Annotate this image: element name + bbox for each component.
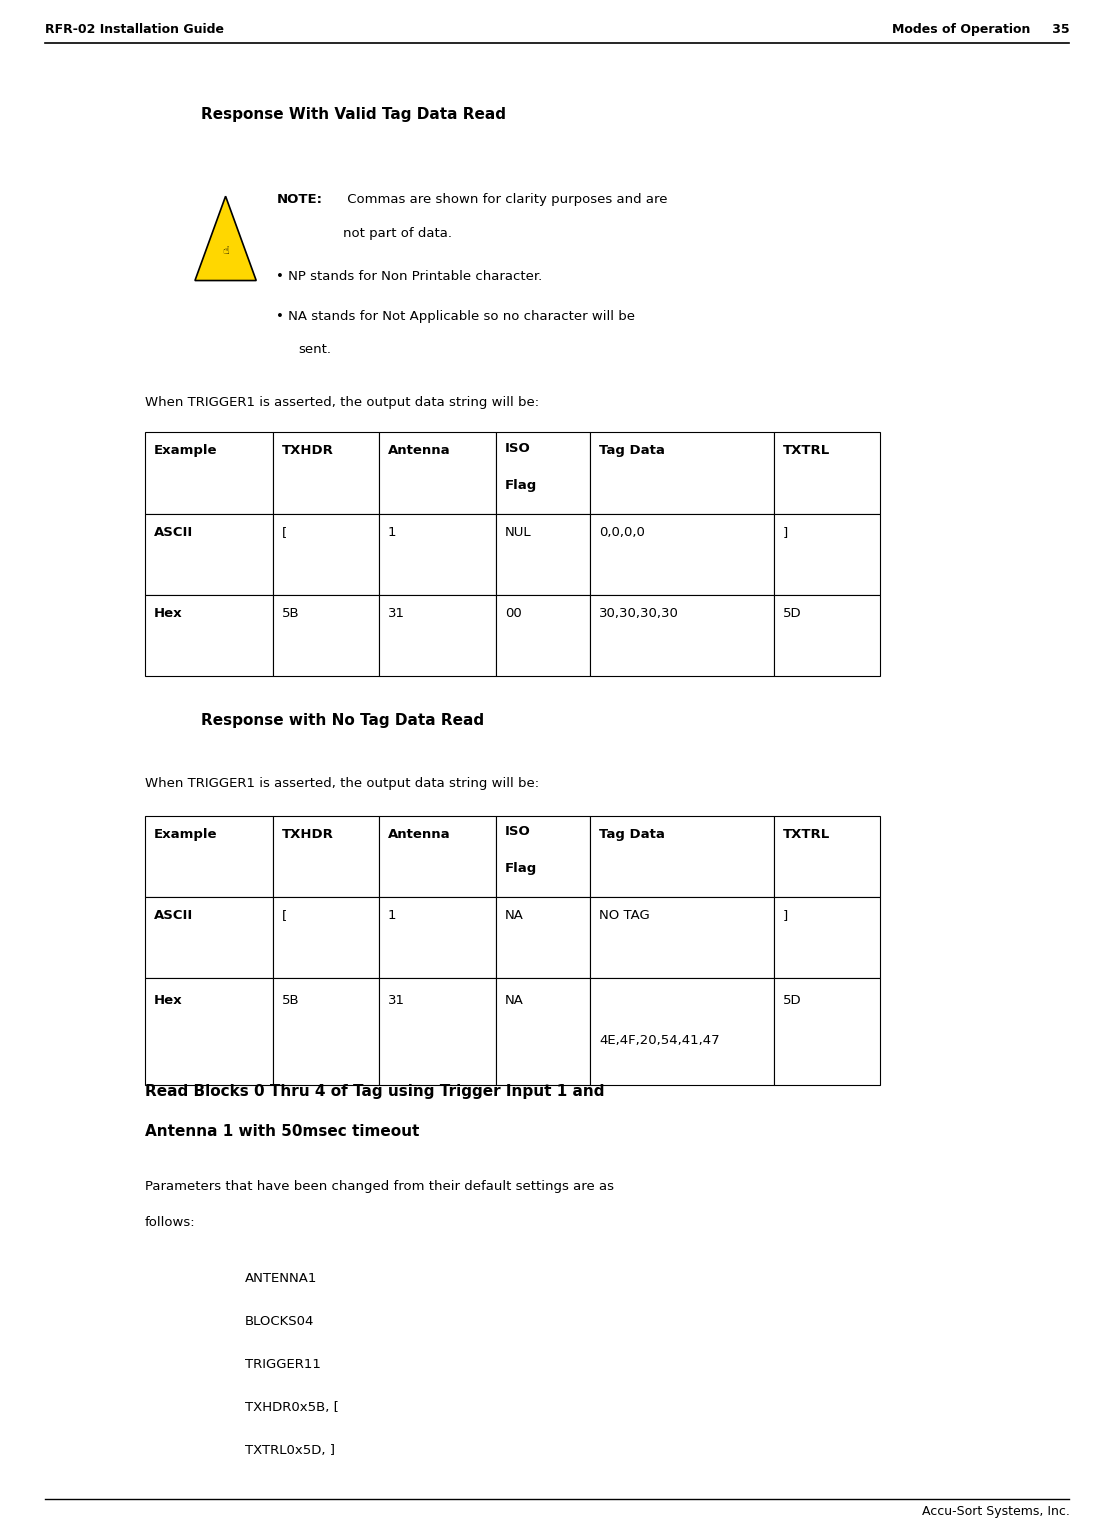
Bar bbox=[590, 514, 774, 595]
Text: Flag: Flag bbox=[505, 478, 537, 492]
Text: Modes of Operation     35: Modes of Operation 35 bbox=[892, 23, 1069, 35]
Bar bbox=[273, 978, 379, 1085]
Text: ASCII: ASCII bbox=[154, 526, 193, 538]
Bar bbox=[145, 432, 273, 514]
Text: 30,30,30,30: 30,30,30,30 bbox=[599, 607, 680, 619]
Text: ANTENNA1: ANTENNA1 bbox=[245, 1272, 317, 1285]
Text: ☝: ☝ bbox=[222, 245, 229, 256]
Bar bbox=[379, 897, 496, 978]
Bar bbox=[774, 514, 880, 595]
Text: NA: NA bbox=[505, 909, 524, 921]
Text: NUL: NUL bbox=[505, 526, 531, 538]
Bar bbox=[273, 595, 379, 676]
Text: TXTRL0x5D, ]: TXTRL0x5D, ] bbox=[245, 1444, 335, 1456]
Text: 1: 1 bbox=[388, 909, 397, 921]
Text: [: [ bbox=[282, 909, 287, 921]
Text: Example: Example bbox=[154, 828, 217, 840]
Text: ISO: ISO bbox=[505, 825, 530, 839]
Text: 1: 1 bbox=[388, 526, 397, 538]
Text: 4E,4F,20,54,41,47: 4E,4F,20,54,41,47 bbox=[599, 1033, 720, 1047]
Text: Response With Valid Tag Data Read: Response With Valid Tag Data Read bbox=[201, 107, 506, 123]
Text: Commas are shown for clarity purposes and are: Commas are shown for clarity purposes an… bbox=[343, 193, 667, 205]
Text: Antenna 1 with 50msec timeout: Antenna 1 with 50msec timeout bbox=[145, 1124, 419, 1139]
Bar bbox=[145, 514, 273, 595]
Bar bbox=[273, 432, 379, 514]
Bar bbox=[774, 595, 880, 676]
Bar bbox=[590, 897, 774, 978]
Bar bbox=[774, 432, 880, 514]
Text: • NA stands for Not Applicable so no character will be: • NA stands for Not Applicable so no cha… bbox=[276, 310, 635, 322]
Text: 5B: 5B bbox=[282, 995, 300, 1007]
Text: 31: 31 bbox=[388, 995, 404, 1007]
Text: Tag Data: Tag Data bbox=[599, 445, 665, 457]
Bar bbox=[496, 816, 590, 897]
Bar bbox=[590, 816, 774, 897]
Text: 5D: 5D bbox=[783, 995, 802, 1007]
Bar bbox=[496, 595, 590, 676]
Text: 0,0,0,0: 0,0,0,0 bbox=[599, 526, 645, 538]
Text: Antenna: Antenna bbox=[388, 828, 450, 840]
Text: NA: NA bbox=[505, 995, 524, 1007]
Bar bbox=[379, 432, 496, 514]
Bar bbox=[145, 816, 273, 897]
Polygon shape bbox=[195, 196, 256, 281]
Text: ]: ] bbox=[783, 909, 789, 921]
Text: not part of data.: not part of data. bbox=[343, 227, 452, 239]
Bar bbox=[496, 897, 590, 978]
Text: Hex: Hex bbox=[154, 607, 183, 619]
Bar bbox=[774, 897, 880, 978]
Bar bbox=[273, 514, 379, 595]
Text: Tag Data: Tag Data bbox=[599, 828, 665, 840]
Text: [: [ bbox=[282, 526, 287, 538]
Text: NOTE:: NOTE: bbox=[276, 193, 322, 205]
Text: Accu-Sort Systems, Inc.: Accu-Sort Systems, Inc. bbox=[921, 1505, 1069, 1518]
Bar bbox=[379, 978, 496, 1085]
Bar bbox=[590, 595, 774, 676]
Text: TXTRL: TXTRL bbox=[783, 445, 830, 457]
Text: TXHDR: TXHDR bbox=[282, 828, 334, 840]
Bar bbox=[590, 978, 774, 1085]
Text: • NP stands for Non Printable character.: • NP stands for Non Printable character. bbox=[276, 270, 543, 282]
Text: TXTRL: TXTRL bbox=[783, 828, 830, 840]
Bar bbox=[273, 897, 379, 978]
Text: Example: Example bbox=[154, 445, 217, 457]
Text: sent.: sent. bbox=[299, 343, 332, 356]
Text: ISO: ISO bbox=[505, 442, 530, 455]
Text: RFR-02 Installation Guide: RFR-02 Installation Guide bbox=[45, 23, 224, 35]
Text: 5D: 5D bbox=[783, 607, 802, 619]
Bar bbox=[774, 978, 880, 1085]
Text: Hex: Hex bbox=[154, 995, 183, 1007]
Bar bbox=[590, 432, 774, 514]
Bar bbox=[273, 816, 379, 897]
Text: Response with No Tag Data Read: Response with No Tag Data Read bbox=[201, 713, 483, 728]
Text: ]: ] bbox=[783, 526, 789, 538]
Text: BLOCKS04: BLOCKS04 bbox=[245, 1315, 314, 1328]
Bar bbox=[379, 595, 496, 676]
Bar bbox=[145, 595, 273, 676]
Bar bbox=[145, 897, 273, 978]
Bar bbox=[496, 978, 590, 1085]
Text: When TRIGGER1 is asserted, the output data string will be:: When TRIGGER1 is asserted, the output da… bbox=[145, 777, 539, 789]
Bar bbox=[145, 978, 273, 1085]
Bar bbox=[379, 514, 496, 595]
Text: 31: 31 bbox=[388, 607, 404, 619]
Text: Flag: Flag bbox=[505, 862, 537, 875]
Text: 00: 00 bbox=[505, 607, 521, 619]
Bar bbox=[774, 816, 880, 897]
Text: 5B: 5B bbox=[282, 607, 300, 619]
Text: TRIGGER11: TRIGGER11 bbox=[245, 1358, 321, 1371]
Text: Parameters that have been changed from their default settings are as: Parameters that have been changed from t… bbox=[145, 1180, 614, 1193]
Text: follows:: follows: bbox=[145, 1216, 195, 1228]
Text: TXHDR0x5B, [: TXHDR0x5B, [ bbox=[245, 1401, 339, 1413]
Bar bbox=[379, 816, 496, 897]
Text: Read Blocks 0 Thru 4 of Tag using Trigger Input 1 and: Read Blocks 0 Thru 4 of Tag using Trigge… bbox=[145, 1084, 604, 1099]
Text: Antenna: Antenna bbox=[388, 445, 450, 457]
Text: ASCII: ASCII bbox=[154, 909, 193, 921]
Bar bbox=[496, 514, 590, 595]
Bar bbox=[496, 432, 590, 514]
Text: When TRIGGER1 is asserted, the output data string will be:: When TRIGGER1 is asserted, the output da… bbox=[145, 396, 539, 408]
Text: TXHDR: TXHDR bbox=[282, 445, 334, 457]
Text: NO TAG: NO TAG bbox=[599, 909, 651, 921]
